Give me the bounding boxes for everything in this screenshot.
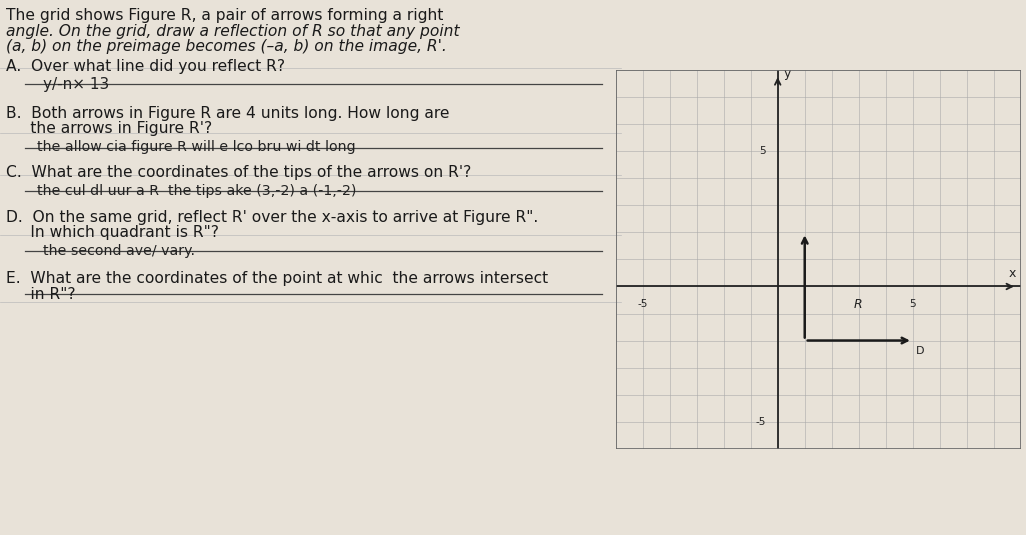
Text: The grid shows Figure R, a pair of arrows forming a right: The grid shows Figure R, a pair of arrow… xyxy=(6,8,443,23)
Text: 5: 5 xyxy=(759,147,765,156)
Text: A.  Over what line did you reflect R?: A. Over what line did you reflect R? xyxy=(6,59,285,74)
Text: 5: 5 xyxy=(909,299,916,309)
Text: x: x xyxy=(1010,267,1017,280)
Text: (a, b) on the preimage becomes (–a, b) on the image, R'.: (a, b) on the preimage becomes (–a, b) o… xyxy=(6,39,447,54)
Text: -5: -5 xyxy=(637,299,647,309)
Text: the cul dl uur a R  the tips ake (3,-2) a (-1,-2): the cul dl uur a R the tips ake (3,-2) a… xyxy=(37,184,357,197)
Text: y: y xyxy=(784,67,791,80)
Text: y/-n× 13: y/-n× 13 xyxy=(43,77,110,91)
Text: the arrows in Figure R'?: the arrows in Figure R'? xyxy=(6,121,212,136)
Text: B.  Both arrows in Figure R are 4 units long. How long are: B. Both arrows in Figure R are 4 units l… xyxy=(6,106,449,121)
Text: In which quadrant is R"?: In which quadrant is R"? xyxy=(6,225,220,240)
Text: R: R xyxy=(854,298,862,311)
Text: E.  What are the coordinates of the point at whic  the arrows intersect: E. What are the coordinates of the point… xyxy=(6,271,548,286)
Text: angle. On the grid, draw a reflection of R so that any point: angle. On the grid, draw a reflection of… xyxy=(6,24,460,39)
Text: the allow cia figure R will e lco bru wi dt long: the allow cia figure R will e lco bru wi… xyxy=(37,140,356,154)
Text: -5: -5 xyxy=(755,417,765,426)
Text: in R"?: in R"? xyxy=(6,287,76,302)
Text: C.  What are the coordinates of the tips of the arrows on R'?: C. What are the coordinates of the tips … xyxy=(6,165,472,180)
Text: the second ave/ vary.: the second ave/ vary. xyxy=(43,244,195,258)
Text: D: D xyxy=(915,346,924,356)
Text: D.  On the same grid, reflect R' over the x-axis to arrive at Figure R".: D. On the same grid, reflect R' over the… xyxy=(6,210,539,225)
